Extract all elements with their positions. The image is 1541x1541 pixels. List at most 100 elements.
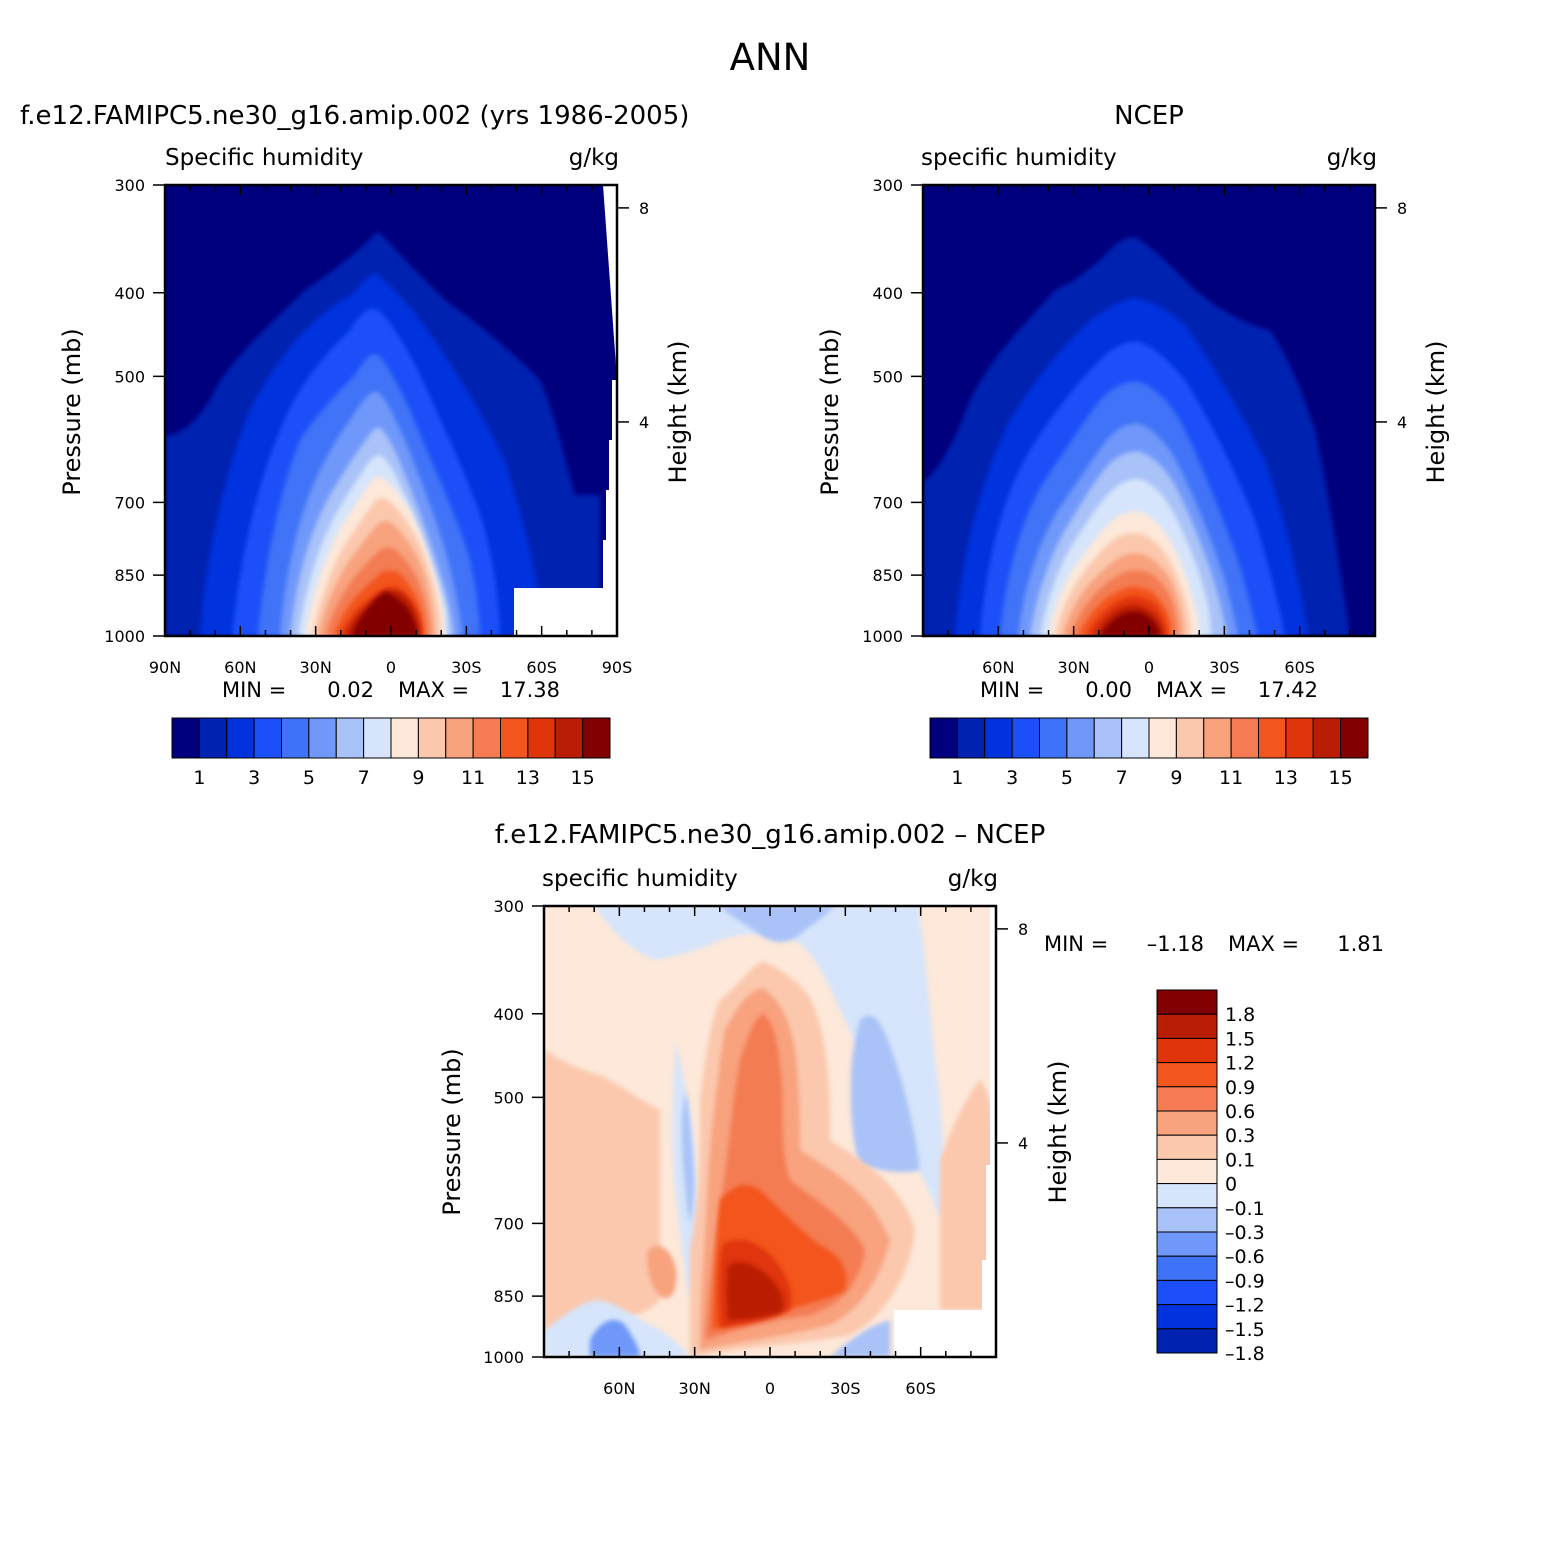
panel-ncep-variable: specific humidity: [921, 145, 1117, 171]
colorbar-swatch: [1230, 717, 1259, 759]
y-tick-label: 850: [872, 566, 903, 585]
colorbar-swatch: [1156, 1304, 1218, 1330]
panel-diff-height-label: Height (km): [1044, 1061, 1072, 1204]
colorbar-swatch: [929, 717, 958, 759]
y-tick-label: 700: [114, 493, 145, 512]
panel-ncep-colorbar: 1 3 5 7 9 11 13 15: [929, 717, 1369, 789]
x-tick-label: 60N: [603, 1379, 635, 1398]
colorbar-label: –0.1: [1225, 1198, 1265, 1220]
colorbar-swatch: [363, 717, 392, 759]
x-tick-label: 60S: [905, 1379, 936, 1398]
panel-model-colorbar: 1 3 5 7 9 11 13 15: [171, 717, 611, 789]
colorbar-swatch: [1156, 1158, 1218, 1185]
colorbar-label: 15: [571, 767, 595, 789]
panel-ncep-min-label: MIN =: [980, 678, 1044, 702]
colorbar-label: 0.6: [1225, 1101, 1255, 1123]
colorbar-label: 5: [303, 767, 315, 789]
colorbar-swatch: [198, 717, 228, 759]
y-tick-label: 300: [872, 176, 903, 195]
colorbar-swatch: [1156, 1207, 1218, 1233]
y-tick-label: 500: [114, 367, 145, 386]
colorbar-swatch: [1340, 717, 1369, 759]
panel-ncep-min-value: 0.00: [1085, 678, 1132, 702]
colorbar-swatch: [390, 717, 419, 759]
colorbar-label: –0.6: [1225, 1246, 1265, 1268]
colorbar-label: 0.9: [1225, 1077, 1255, 1099]
colorbar-label: 7: [1116, 767, 1128, 789]
colorbar-label: 13: [516, 767, 540, 789]
y-tick-label: 500: [872, 367, 903, 386]
colorbar-swatch: [417, 717, 447, 759]
panel-model-title: f.e12.FAMIPC5.ne30_g16.amip.002 (yrs 198…: [20, 101, 689, 131]
colorbar-swatch: [582, 717, 611, 759]
panel-ncep-max-label: MAX =: [1156, 678, 1227, 702]
y-tick-label: 700: [493, 1214, 524, 1233]
colorbar-swatch: [1312, 717, 1342, 759]
colorbar-swatch: [554, 717, 584, 759]
colorbar-label: 1.2: [1225, 1053, 1255, 1075]
figure-title: ANN: [730, 36, 811, 79]
colorbar-swatch: [1066, 717, 1095, 759]
colorbar-swatch: [1156, 1086, 1218, 1112]
colorbar-swatch: [984, 717, 1013, 759]
height-tick-label: 8: [1397, 199, 1407, 218]
x-tick-label: 30S: [1209, 658, 1240, 677]
colorbar-label: 0: [1225, 1174, 1237, 1196]
height-tick-label: 4: [1397, 413, 1407, 432]
colorbar-swatch: [500, 717, 529, 759]
y-tick-label: 300: [114, 176, 145, 195]
height-tick-label: 8: [639, 199, 649, 218]
panel-ncep-height-label: Height (km): [1422, 341, 1450, 484]
colorbar-label: 3: [248, 767, 260, 789]
panel-diff-field: [544, 906, 996, 1357]
colorbar-swatch: [1156, 1062, 1218, 1088]
x-tick-label: 60N: [982, 658, 1014, 677]
x-tick-label: 90N: [149, 658, 181, 677]
colorbar-label: 0.1: [1225, 1149, 1255, 1171]
colorbar-label: 13: [1274, 767, 1298, 789]
colorbar-label: 0.3: [1225, 1125, 1255, 1147]
colorbar-swatch: [171, 717, 200, 759]
colorbar-label: 11: [461, 767, 485, 789]
y-tick-label: 700: [872, 493, 903, 512]
colorbar-swatch: [1156, 1231, 1218, 1257]
y-tick-label: 1000: [862, 627, 903, 646]
colorbar-label: 3: [1006, 767, 1018, 789]
colorbar-swatch: [1156, 1110, 1218, 1136]
colorbar-swatch: [1156, 989, 1218, 1015]
colorbar-swatch: [956, 717, 986, 759]
colorbar-swatch: [1258, 717, 1287, 759]
colorbar-swatch: [1156, 1183, 1218, 1209]
colorbar-swatch: [445, 717, 474, 759]
panel-model-variable: Specific humidity: [165, 145, 363, 171]
colorbar-label: 9: [412, 767, 424, 789]
colorbar-swatch: [1285, 717, 1314, 759]
colorbar-label: 1: [193, 767, 205, 789]
colorbar-label: 1.8: [1225, 1004, 1255, 1026]
panel-model-max-value: 17.38: [500, 678, 560, 702]
x-tick-label: 0: [1144, 658, 1154, 677]
panel-diff-colorbar: 1.81.5 1.20.90.60.30.1 0–0.1–0.3–0.6–0.9 –1…: [1156, 989, 1265, 1365]
panel-ncep-axes: 60N 30N 0 30S 60S 300 400 500 700 850 1000 8 4: [862, 176, 1407, 677]
y-tick-label: 500: [493, 1088, 524, 1107]
panel-diff-max-label: MAX =: [1228, 932, 1299, 956]
panel-model-axes: 90N 60N 30N 0 30S 60S 90S 300 400 500 700 850 1000 8 4: [104, 176, 649, 677]
colorbar-label: –1.8: [1225, 1343, 1265, 1365]
colorbar-label: –1.2: [1225, 1295, 1265, 1317]
x-tick-label: 30N: [1058, 658, 1090, 677]
colorbar-swatch: [1156, 1037, 1218, 1064]
colorbar-swatch: [226, 717, 255, 759]
colorbar-swatch: [253, 717, 282, 759]
x-tick-label: 0: [765, 1379, 775, 1398]
panel-ncep: NCEP specific humidity g/kg 60N 30N 0 30S 60…: [816, 101, 1450, 789]
colorbar-swatch: [281, 717, 310, 759]
colorbar-label: 1: [951, 767, 963, 789]
y-tick-label: 400: [872, 284, 903, 303]
panel-diff-pressure-label: Pressure (mb): [438, 1048, 466, 1215]
panel-model-min-label: MIN =: [222, 678, 286, 702]
colorbar-label: 5: [1061, 767, 1073, 789]
y-tick-label: 400: [493, 1005, 524, 1024]
colorbar-label: –0.3: [1225, 1222, 1265, 1244]
y-tick-label: 850: [114, 566, 145, 585]
